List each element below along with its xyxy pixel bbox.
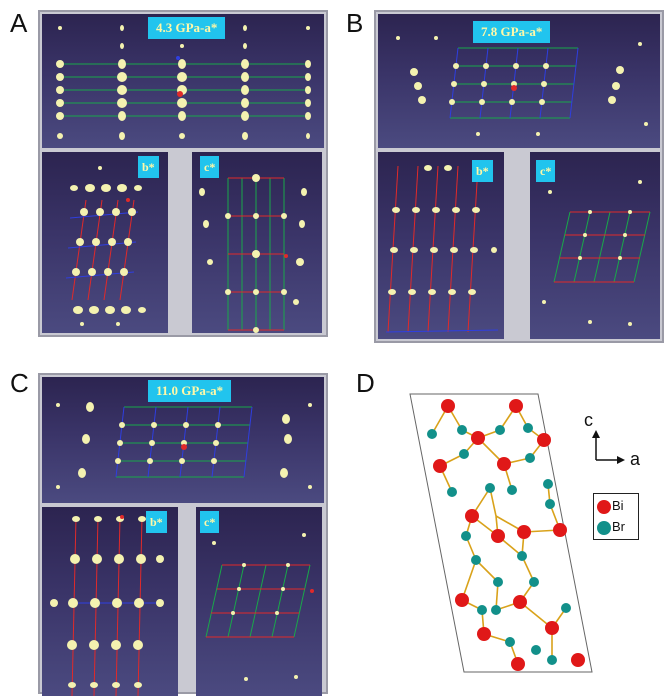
crystal-structure (409, 393, 593, 673)
atom-legend: Bi Br (593, 493, 639, 540)
panel-a-c-tag: c* (200, 156, 220, 178)
legend-label-br: Br (612, 519, 625, 534)
unit-cell-outline (409, 393, 593, 673)
panel-a-top-pattern (56, 25, 311, 140)
panel-a-c-pattern (199, 174, 307, 333)
panel-b-c-view: c* (530, 152, 660, 339)
bi-swatch-icon (597, 499, 611, 514)
panel-c-pressure-tag: 11.0 GPa-a* (148, 380, 232, 402)
panel-b-pressure-tag: 7.8 GPa-a* (473, 21, 551, 43)
axes-arrows (592, 430, 625, 464)
panel-b-b-pattern (385, 165, 499, 333)
panel-b-top-view: 7.8 GPa-a* (378, 14, 660, 148)
axis-label-c: c (584, 410, 593, 430)
panel-c-b-view: b* (42, 507, 178, 696)
panel-a-top-view: 4.3 GPa-a* (42, 14, 324, 148)
panel-b-b-tag: b* (472, 160, 493, 182)
panel-b-c-pattern (542, 180, 651, 326)
panel-letter-c: C (10, 368, 29, 398)
panel-a-b-pattern (65, 166, 146, 326)
legend-row-br: Br (596, 519, 625, 536)
panel-c-top-pattern (56, 402, 312, 489)
panel-c-c-tag: c* (200, 511, 220, 533)
panel-c-top-view: 11.0 GPa-a* (42, 377, 324, 503)
panel-a-frame: 4.3 GPa-a* b* (38, 10, 328, 337)
legend-row-bi: Bi (596, 498, 624, 515)
panel-c-b-tag: b* (146, 511, 167, 533)
br-swatch-icon (597, 520, 611, 535)
bi-atoms (433, 399, 585, 671)
panel-a-b-tag: b* (138, 156, 159, 178)
legend-label-bi: Bi (612, 498, 624, 513)
panel-letter-d: D (356, 368, 375, 398)
panel-a-pressure-tag: 4.3 GPa-a* (148, 17, 226, 39)
panel-letter-a: A (10, 8, 28, 38)
panel-b-c-tag: c* (536, 160, 556, 182)
panel-c-frame: 11.0 GPa-a* b* (38, 373, 328, 696)
panel-b-top-pattern (396, 36, 648, 136)
panel-b-b-view: b* (378, 152, 504, 339)
panel-c-c-view: c* (196, 507, 322, 696)
panel-letter-b: B (346, 8, 364, 38)
panel-c-c-pattern (205, 533, 314, 681)
panel-b-frame: 7.8 GPa-a* b* (374, 10, 664, 343)
axis-label-a: a (630, 449, 641, 469)
panel-c-b-pattern (50, 515, 164, 696)
panel-a-b-view: b* (42, 152, 168, 333)
br-atoms (427, 423, 571, 665)
panel-a-c-view: c* (192, 152, 322, 333)
